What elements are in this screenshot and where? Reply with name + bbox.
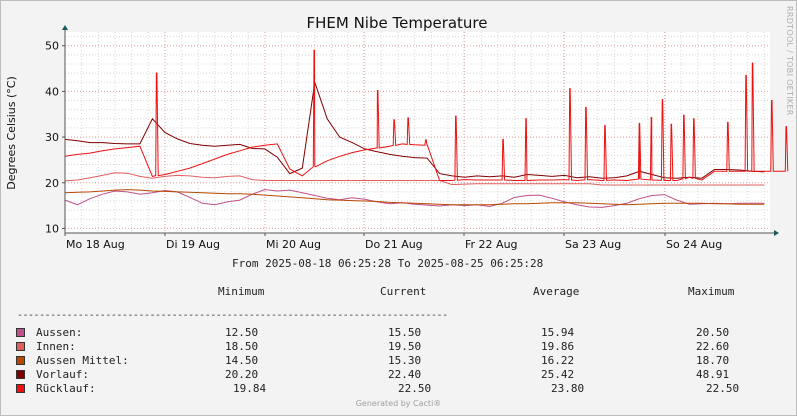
legend-series-name: Innen: (36, 340, 76, 353)
series-line-innen (64, 172, 765, 186)
chart-title: FHEM Nibe Temperature (306, 14, 487, 32)
period-text: From 2025-08-18 06:25:28 To 2025-08-25 0… (232, 257, 544, 270)
y-tick-label: 40 (45, 85, 59, 98)
series-line-aussen-mittel (64, 189, 765, 206)
legend-value-min: 14.50 (225, 354, 259, 367)
legend-header-current: Current (380, 285, 427, 298)
legend-separator: ----------------------------------------… (17, 310, 448, 321)
x-tick-label: Mi 20 Aug (266, 238, 321, 251)
legend-value-cur: 19.50 (388, 340, 422, 353)
legend-value-max: 22.50 (706, 382, 740, 395)
legend-series-name: Rücklauf: (36, 382, 96, 395)
legend-value-min: 12.50 (225, 326, 259, 339)
legend-header-maximum: Maximum (688, 285, 735, 298)
y-tick-label: 10 (45, 222, 59, 235)
legend-value-max: 22.60 (696, 340, 730, 353)
legend-swatch (16, 356, 25, 365)
legend-value-max: 18.70 (696, 354, 730, 367)
x-tick-label: Fr 22 Aug (465, 238, 518, 251)
legend-series-name: Aussen: (36, 326, 83, 339)
rrdtool-watermark: RRDTOOL / TOBI OETIKER (785, 6, 794, 116)
legend-value-avg: 23.80 (551, 382, 585, 395)
y-axis-arrow (62, 25, 68, 30)
legend-swatch (16, 384, 25, 393)
y-tick-label: 20 (45, 177, 59, 190)
legend-value-avg: 25.42 (541, 368, 575, 381)
legend-value-max: 48.91 (696, 368, 730, 381)
legend-value-avg: 15.94 (541, 326, 575, 339)
legend-value-cur: 22.50 (398, 382, 432, 395)
x-axis-arrow (774, 230, 779, 236)
x-tick-label: So 24 Aug (666, 238, 722, 251)
legend-value-min: 18.50 (225, 340, 259, 353)
y-tick-label: 30 (45, 131, 59, 144)
series-line-r-cklauf (64, 49, 789, 182)
y-tick-label: 50 (45, 40, 59, 53)
legend-swatch (16, 328, 25, 337)
legend-value-avg: 19.86 (541, 340, 575, 353)
legend-value-min: 19.84 (233, 382, 267, 395)
legend-series-name: Vorlauf: (36, 368, 89, 381)
y-axis-label: Degrees Celsius (°C) (5, 76, 18, 190)
x-tick-label: Di 19 Aug (166, 238, 220, 251)
x-tick-label: Do 21 Aug (365, 238, 423, 251)
plot-area (65, 32, 770, 233)
legend-value-min: 20.20 (225, 368, 259, 381)
legend-value-cur: 22.40 (388, 368, 422, 381)
legend-value-max: 20.50 (696, 326, 730, 339)
legend-swatch (16, 342, 25, 351)
legend-value-cur: 15.30 (388, 354, 422, 367)
axes: 10 20 30 40 50 Mo 18 Aug Di 19 Aug Mi 20 Aug Do … (45, 25, 779, 251)
series-line-aussen (64, 189, 765, 208)
series-lines (64, 49, 789, 208)
legend-value-cur: 15.50 (388, 326, 422, 339)
legend-header-average: Average (533, 285, 580, 298)
legend-swatch (16, 370, 25, 379)
legend-value-avg: 16.22 (541, 354, 575, 367)
x-tick-label: Sa 23 Aug (565, 238, 621, 251)
series-line-vorlauf (64, 82, 765, 179)
legend-series-name: Aussen Mittel: (36, 354, 129, 367)
legend-header-minimum: Minimum (218, 285, 265, 298)
x-tick-label: Mo 18 Aug (66, 238, 125, 251)
footer-credit: Generated by Cacti® (355, 399, 442, 408)
